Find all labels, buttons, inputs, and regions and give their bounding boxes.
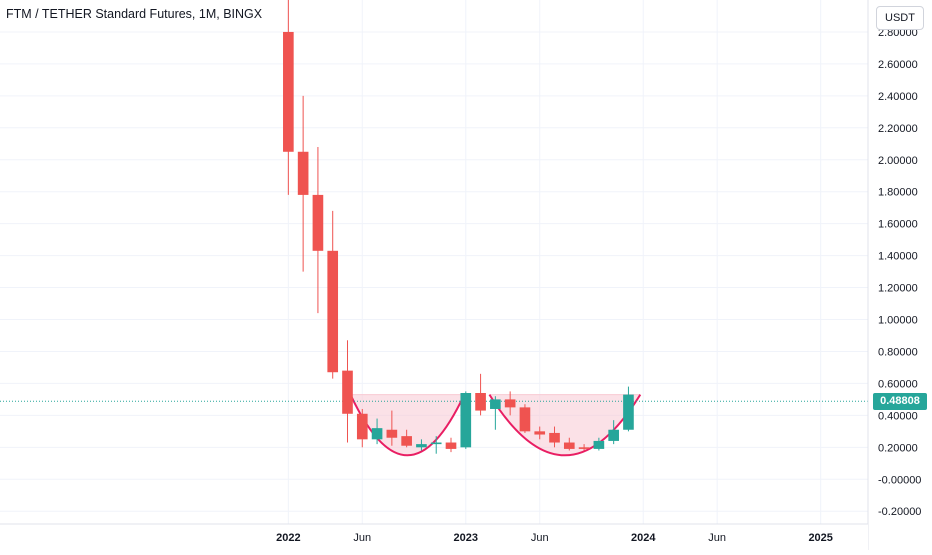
candle bbox=[623, 386, 634, 432]
candle-body bbox=[578, 447, 590, 449]
y-tick-label: 2.20000 bbox=[878, 123, 918, 135]
candle bbox=[549, 426, 560, 448]
cup-pattern-curve bbox=[488, 394, 642, 457]
candle-body bbox=[416, 444, 427, 448]
candle-body bbox=[430, 442, 442, 445]
y-tick-label: 2.00000 bbox=[878, 155, 918, 167]
candle bbox=[504, 391, 516, 416]
candle-body bbox=[563, 442, 575, 449]
candle bbox=[430, 436, 442, 454]
y-tick-label: 0.80000 bbox=[878, 346, 918, 358]
candle-body bbox=[623, 394, 634, 430]
candle-body bbox=[386, 429, 398, 438]
candle-body bbox=[519, 407, 531, 432]
y-tick-label: 0.20000 bbox=[878, 442, 918, 454]
candle bbox=[371, 418, 383, 445]
candle-body bbox=[460, 393, 472, 448]
candle bbox=[563, 437, 575, 451]
candle bbox=[519, 404, 531, 433]
candle bbox=[327, 210, 339, 379]
candle-body bbox=[297, 151, 309, 195]
y-tick-label: -0.00000 bbox=[878, 474, 921, 486]
grid bbox=[0, 0, 868, 524]
candle bbox=[356, 408, 368, 448]
y-tick-label: 2.60000 bbox=[878, 59, 918, 71]
candle bbox=[534, 426, 546, 440]
candle-body bbox=[312, 194, 324, 251]
x-tick-label: Jun bbox=[353, 532, 371, 544]
candle-body bbox=[549, 432, 560, 443]
candle bbox=[342, 340, 353, 443]
x-tick-label: Jun bbox=[708, 532, 726, 544]
candle-body bbox=[283, 31, 294, 152]
candle bbox=[297, 95, 309, 272]
last-price-badge: 0.48808 bbox=[873, 392, 927, 410]
candle bbox=[608, 420, 619, 445]
candle-body bbox=[327, 250, 339, 373]
candle bbox=[460, 391, 472, 449]
candle bbox=[416, 439, 427, 451]
x-tick-label: 2022 bbox=[276, 532, 300, 544]
candle-body bbox=[593, 440, 605, 449]
x-tick-label: Jun bbox=[531, 532, 549, 544]
x-tick-label: 2023 bbox=[454, 532, 478, 544]
y-tick-label: 2.40000 bbox=[878, 91, 918, 103]
candles bbox=[283, 0, 634, 454]
chart-title: FTM / TETHER Standard Futures, 1M, BINGX bbox=[6, 7, 263, 21]
candle-body bbox=[445, 442, 457, 449]
price-axis-background bbox=[868, 0, 932, 550]
y-tick-label: 1.20000 bbox=[878, 283, 918, 295]
candle-body bbox=[475, 393, 486, 411]
candle bbox=[401, 429, 412, 448]
currency-button[interactable]: USDT bbox=[876, 6, 924, 30]
y-tick-label: -0.20000 bbox=[878, 506, 921, 518]
y-tick-label: 1.60000 bbox=[878, 219, 918, 231]
y-tick-label: 0.40000 bbox=[878, 410, 918, 422]
candle bbox=[475, 373, 486, 416]
candle bbox=[490, 396, 501, 430]
time-axis-background bbox=[0, 524, 868, 550]
y-tick-label: 0.60000 bbox=[878, 378, 918, 390]
candle bbox=[386, 410, 398, 446]
candle-body bbox=[371, 428, 383, 440]
candle-body bbox=[401, 436, 412, 446]
candle bbox=[578, 444, 590, 451]
candle-body bbox=[490, 399, 501, 409]
candle-body bbox=[534, 431, 546, 435]
candle-body bbox=[342, 370, 353, 414]
x-tick-label: 2024 bbox=[631, 532, 656, 544]
candle bbox=[312, 146, 324, 314]
y-tick-label: 1.80000 bbox=[878, 187, 918, 199]
candle bbox=[283, 0, 294, 195]
candle-body bbox=[608, 429, 619, 441]
candle bbox=[593, 437, 605, 451]
y-tick-label: 1.40000 bbox=[878, 251, 918, 263]
y-tick-label: 1.00000 bbox=[878, 315, 918, 327]
x-tick-label: 2025 bbox=[808, 532, 832, 544]
candle-body bbox=[504, 399, 516, 408]
candle bbox=[445, 437, 457, 453]
candle-body bbox=[356, 413, 368, 440]
